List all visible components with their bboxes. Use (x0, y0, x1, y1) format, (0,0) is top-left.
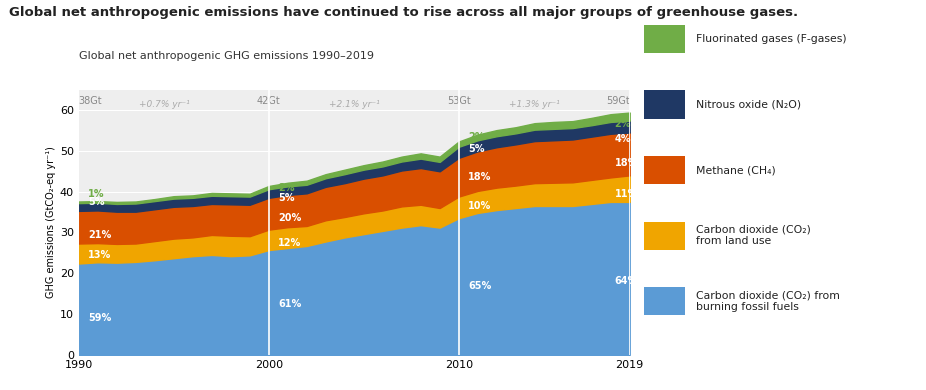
Y-axis label: GHG emissions (GtCO₂-eq yr⁻¹): GHG emissions (GtCO₂-eq yr⁻¹) (45, 146, 56, 298)
Text: 5%: 5% (88, 197, 105, 207)
Text: 65%: 65% (469, 280, 492, 291)
Text: Methane (CH₄): Methane (CH₄) (696, 165, 776, 175)
Text: 13%: 13% (88, 250, 111, 260)
Text: Nitrous oxide (N₂O): Nitrous oxide (N₂O) (696, 99, 802, 110)
Text: 38Gt: 38Gt (79, 96, 103, 106)
Text: 2%: 2% (615, 119, 631, 129)
Text: 4%: 4% (615, 134, 631, 144)
Text: Global net anthropogenic emissions have continued to rise across all major group: Global net anthropogenic emissions have … (9, 6, 798, 19)
Text: 53Gt: 53Gt (447, 96, 470, 106)
Text: 12%: 12% (278, 238, 302, 248)
Text: 64%: 64% (615, 277, 638, 287)
Text: 2%: 2% (469, 131, 484, 142)
Text: 11%: 11% (615, 189, 638, 199)
Text: 10%: 10% (469, 201, 492, 211)
Text: Fluorinated gases (F-gases): Fluorinated gases (F-gases) (696, 34, 847, 44)
Text: 1%: 1% (88, 189, 105, 199)
Text: 5%: 5% (469, 144, 484, 154)
Text: 2%: 2% (278, 183, 294, 193)
Text: 21%: 21% (88, 230, 111, 239)
Text: Carbon dioxide (CO₂) from
burning fossil fuels: Carbon dioxide (CO₂) from burning fossil… (696, 290, 840, 312)
Text: +0.7% yr⁻¹: +0.7% yr⁻¹ (139, 100, 190, 109)
Text: 61%: 61% (278, 299, 302, 309)
Text: Carbon dioxide (CO₂)
from land use: Carbon dioxide (CO₂) from land use (696, 225, 811, 246)
Text: +2.1% yr⁻¹: +2.1% yr⁻¹ (329, 100, 380, 109)
Text: 42Gt: 42Gt (257, 96, 281, 106)
Text: 18%: 18% (469, 172, 492, 183)
Text: 59Gt: 59Gt (606, 96, 630, 106)
Text: +1.3% yr⁻¹: +1.3% yr⁻¹ (509, 100, 560, 109)
Text: Global net anthropogenic GHG emissions 1990–2019: Global net anthropogenic GHG emissions 1… (79, 51, 374, 61)
Text: 18%: 18% (615, 158, 638, 168)
Text: 5%: 5% (278, 193, 294, 203)
Text: 20%: 20% (278, 213, 302, 223)
Text: 59%: 59% (88, 313, 111, 323)
